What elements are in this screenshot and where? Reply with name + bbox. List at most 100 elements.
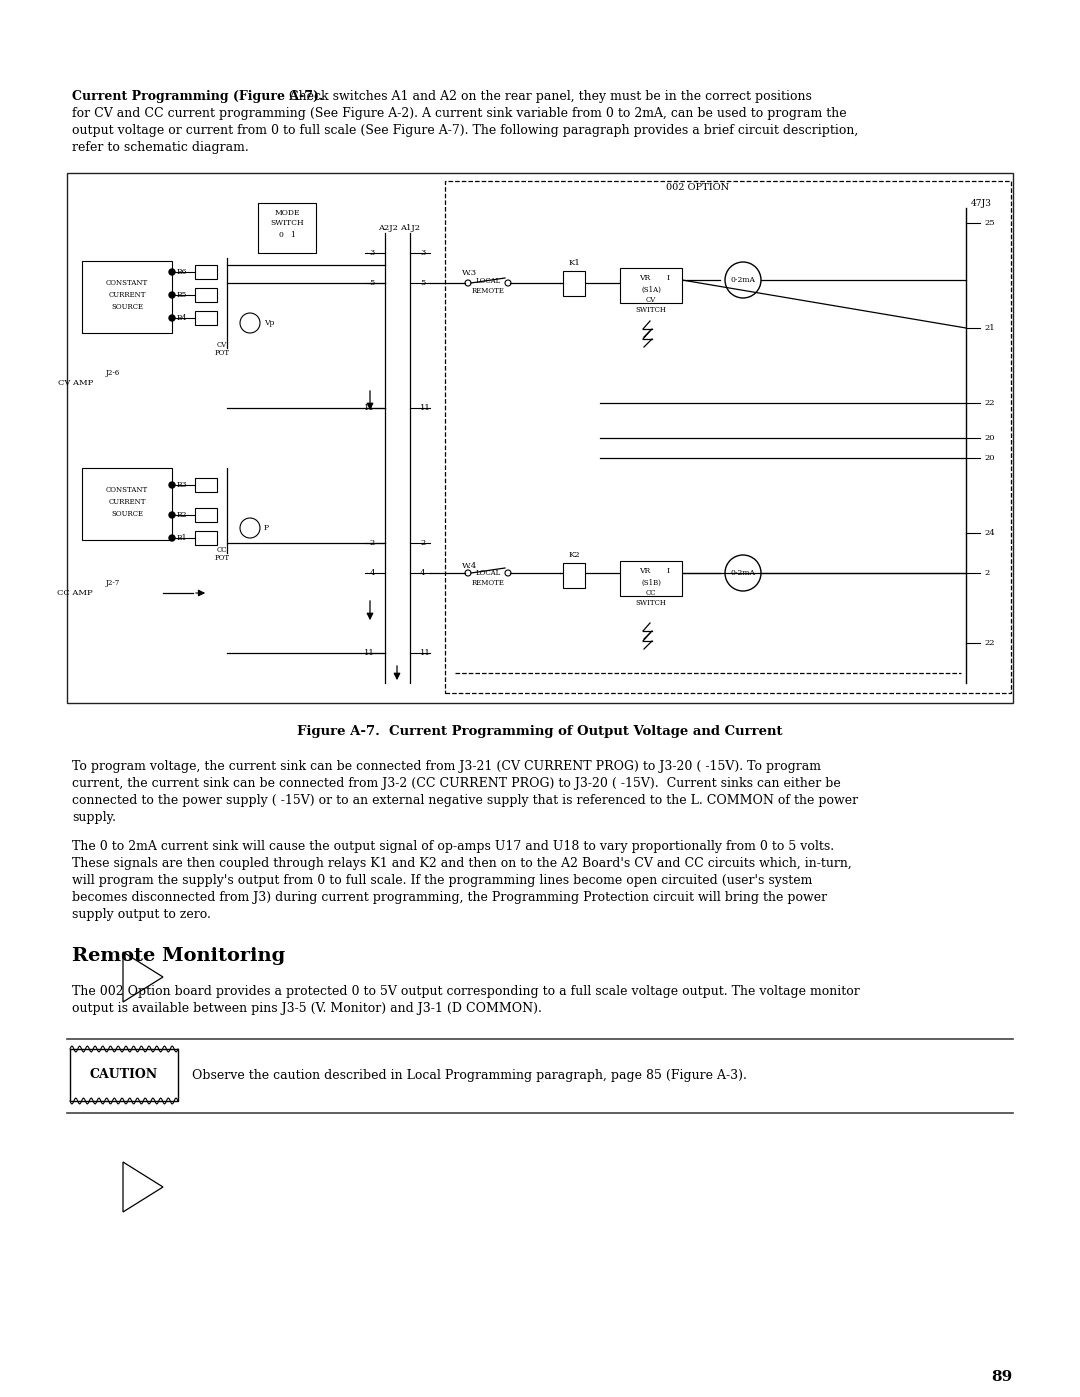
- Text: 47J3: 47J3: [971, 198, 991, 208]
- Text: LOCAL: LOCAL: [475, 277, 501, 285]
- Circle shape: [168, 314, 175, 321]
- Text: will program the supply's output from 0 to full scale. If the programming lines : will program the supply's output from 0 …: [72, 875, 812, 887]
- Bar: [195, 509, 217, 522]
- Text: supply.: supply.: [72, 812, 116, 824]
- Text: I: I: [666, 567, 670, 576]
- Bar: [195, 265, 217, 279]
- Text: output is available between pins J3-5 (V. Monitor) and J3-1 (D COMMON).: output is available between pins J3-5 (V…: [72, 1002, 542, 1016]
- Bar: [445, 182, 1011, 693]
- Text: CC: CC: [217, 546, 227, 555]
- Text: 20: 20: [984, 434, 995, 441]
- Bar: [258, 203, 316, 253]
- Bar: [67, 173, 1013, 703]
- Text: B5: B5: [176, 291, 187, 299]
- Text: SWITCH: SWITCH: [635, 306, 666, 314]
- Text: VR: VR: [639, 274, 650, 282]
- Text: VR: VR: [639, 567, 650, 576]
- Text: 25: 25: [984, 219, 995, 226]
- Text: 5: 5: [420, 279, 426, 286]
- Text: To program voltage, the current sink can be connected from J3-21 (CV CURRENT PRO: To program voltage, the current sink can…: [72, 760, 821, 773]
- Text: A2J2: A2J2: [378, 224, 397, 232]
- Text: The 002 Option board provides a protected 0 to 5V output corresponding to a full: The 002 Option board provides a protecte…: [72, 985, 860, 997]
- Text: 21: 21: [984, 324, 995, 332]
- Text: refer to schematic diagram.: refer to schematic diagram.: [72, 141, 248, 154]
- Text: supply output to zero.: supply output to zero.: [72, 908, 211, 921]
- Text: (S1B): (S1B): [642, 578, 661, 587]
- Text: These signals are then coupled through relays K1 and K2 and then on to the A2 Bo: These signals are then coupled through r…: [72, 856, 852, 870]
- Text: SWITCH: SWITCH: [635, 599, 666, 608]
- Bar: [620, 562, 681, 597]
- Text: 11: 11: [420, 650, 431, 657]
- Text: 4: 4: [420, 569, 426, 577]
- Text: B3: B3: [176, 481, 187, 489]
- Text: K1: K1: [568, 258, 580, 267]
- Bar: [563, 563, 585, 588]
- Text: CC: CC: [646, 590, 657, 597]
- Text: Figure A-7.  Current Programming of Output Voltage and Current: Figure A-7. Current Programming of Outpu…: [297, 725, 783, 738]
- Text: 0   1: 0 1: [279, 231, 296, 239]
- Text: for CV and CC current programming (See Figure A-2). A current sink variable from: for CV and CC current programming (See F…: [72, 108, 847, 120]
- Bar: [620, 268, 681, 303]
- Text: POT: POT: [215, 349, 230, 358]
- Bar: [195, 312, 217, 326]
- Text: 22: 22: [984, 638, 995, 647]
- Text: K2: K2: [568, 550, 580, 559]
- Text: CONSTANT: CONSTANT: [106, 486, 148, 495]
- Text: 2: 2: [369, 539, 375, 548]
- Text: POT: POT: [215, 555, 230, 562]
- Text: output voltage or current from 0 to full scale (See Figure A-7). The following p: output voltage or current from 0 to full…: [72, 124, 859, 137]
- Text: P: P: [264, 524, 269, 532]
- Text: J2-6: J2-6: [106, 369, 120, 377]
- Text: 22: 22: [984, 400, 995, 407]
- Text: 89: 89: [991, 1370, 1013, 1384]
- Text: becomes disconnected from J3) during current programming, the Programming Protec: becomes disconnected from J3) during cur…: [72, 891, 827, 904]
- Text: W.3: W.3: [462, 270, 477, 277]
- Text: SWITCH: SWITCH: [270, 219, 303, 226]
- Text: 11: 11: [364, 650, 375, 657]
- Text: 24: 24: [984, 529, 995, 536]
- Bar: [70, 1049, 178, 1101]
- Text: B2: B2: [176, 511, 187, 520]
- Text: REMOTE: REMOTE: [472, 578, 504, 587]
- Text: 2: 2: [984, 569, 989, 577]
- Text: 11: 11: [420, 404, 431, 412]
- Bar: [82, 468, 172, 541]
- Text: CV: CV: [646, 296, 657, 305]
- Text: Check switches A1 and A2 on the rear panel, they must be in the correct position: Check switches A1 and A2 on the rear pan…: [285, 89, 812, 103]
- Text: REMOTE: REMOTE: [472, 286, 504, 295]
- Text: connected to the power supply ( -15V) or to an external negative supply that is : connected to the power supply ( -15V) or…: [72, 793, 859, 807]
- Text: CURRENT: CURRENT: [108, 291, 146, 299]
- Text: Remote Monitoring: Remote Monitoring: [72, 947, 285, 965]
- Text: (S1A): (S1A): [642, 286, 661, 293]
- Text: current, the current sink can be connected from J3-2 (CC CURRENT PROG) to J3-20 : current, the current sink can be connect…: [72, 777, 840, 789]
- Text: B1: B1: [176, 534, 187, 542]
- Text: I: I: [666, 274, 670, 282]
- Text: CURRENT: CURRENT: [108, 497, 146, 506]
- Text: Observe the caution described in Local Programming paragraph, page 85 (Figure A-: Observe the caution described in Local P…: [192, 1069, 747, 1081]
- Bar: [195, 288, 217, 302]
- Circle shape: [168, 535, 175, 541]
- Circle shape: [168, 270, 175, 275]
- Text: 2: 2: [420, 539, 426, 548]
- Text: 5: 5: [369, 279, 375, 286]
- Text: B4: B4: [176, 314, 187, 321]
- Text: 20: 20: [984, 454, 995, 462]
- Circle shape: [168, 511, 175, 518]
- Circle shape: [168, 292, 175, 298]
- Text: Current Programming (Figure A-7).: Current Programming (Figure A-7).: [72, 89, 323, 103]
- Text: B6: B6: [176, 268, 187, 277]
- Text: MODE: MODE: [274, 210, 300, 217]
- Text: W.4: W.4: [462, 562, 477, 570]
- Text: SOURCE: SOURCE: [111, 510, 143, 518]
- Bar: [82, 261, 172, 332]
- Text: 4: 4: [369, 569, 375, 577]
- Text: 11: 11: [364, 404, 375, 412]
- Text: CV: CV: [217, 341, 227, 349]
- Circle shape: [168, 482, 175, 488]
- Text: CC AMP: CC AMP: [57, 590, 93, 597]
- Text: A1J2: A1J2: [400, 224, 420, 232]
- Text: Vp: Vp: [264, 319, 274, 327]
- Text: SOURCE: SOURCE: [111, 303, 143, 312]
- Bar: [563, 271, 585, 296]
- Text: 002 OPTION: 002 OPTION: [666, 183, 730, 191]
